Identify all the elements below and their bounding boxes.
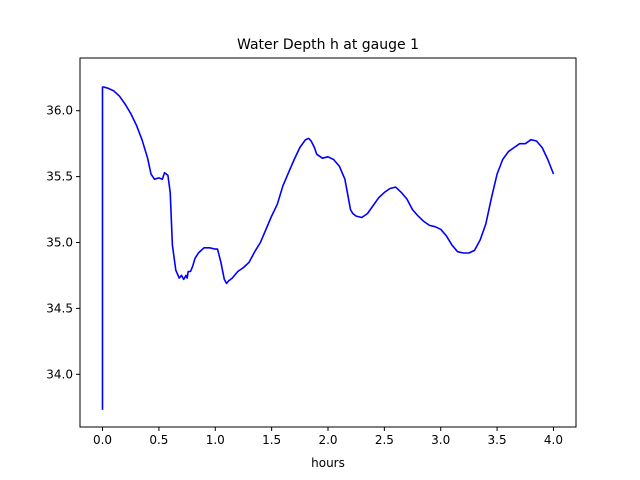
y-tick-label: 34.5 (46, 301, 73, 315)
plot-area: 0.0 0.5 1.0 1.5 2.0 2.5 3.0 3.5 4.0 34.0 34.5 35.0 3… (46, 57, 577, 447)
x-tick-label: 2.5 (375, 433, 394, 447)
x-tick-label: 1.0 (206, 433, 225, 447)
x-tick-label: 0.0 (93, 433, 112, 447)
x-tick-label: 0.5 (149, 433, 168, 447)
series-line-1 (101, 86, 555, 410)
x-axis-label: hours (311, 456, 345, 470)
x-tick-label: 3.0 (431, 433, 450, 447)
chart-title: Water Depth h at gauge 1 (237, 37, 419, 53)
y-tick-label: 34.0 (46, 367, 73, 381)
x-tick-label: 3.5 (488, 433, 507, 447)
y-tick-label: 35.0 (46, 236, 73, 250)
x-tick-label: 1.5 (262, 433, 281, 447)
x-tick-label: 2.0 (318, 433, 337, 447)
y-tick-label: 36.0 (46, 104, 73, 118)
x-tick-label: 4.0 (544, 433, 563, 447)
y-tick-label: 35.5 (46, 170, 73, 184)
